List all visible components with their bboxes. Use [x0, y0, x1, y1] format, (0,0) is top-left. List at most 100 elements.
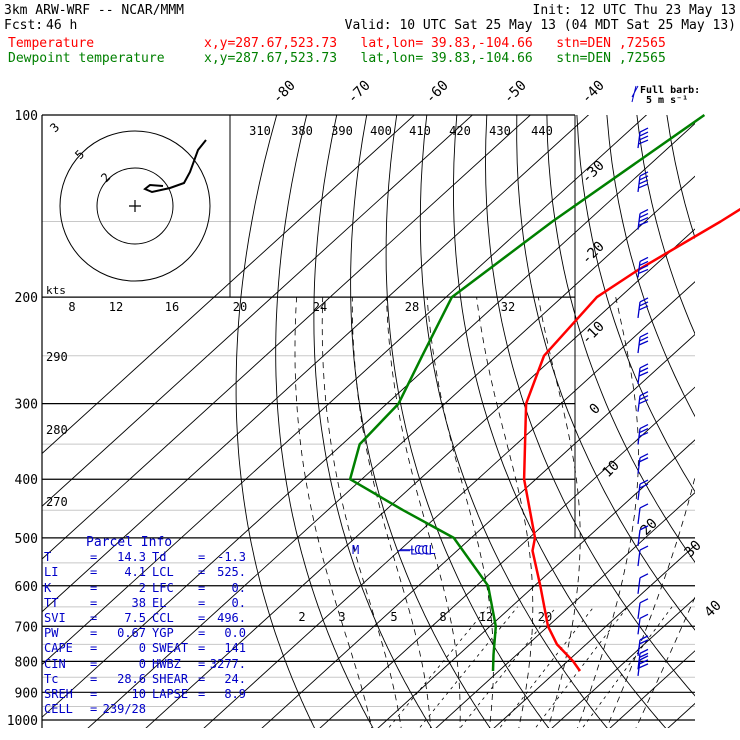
wind-key-units: 5 m s⁻¹	[646, 95, 688, 106]
wind-barb-icon	[637, 598, 649, 619]
param-name: Tc	[44, 671, 59, 686]
theta-label: 440	[531, 124, 553, 138]
param-name: LAPSE	[152, 686, 189, 701]
isotherm	[42, 115, 648, 666]
equals-sign: =	[198, 580, 206, 595]
mixing-ratio-line	[534, 606, 628, 728]
isotherm-label: -40	[579, 78, 608, 107]
wind-barb-icon	[637, 423, 649, 445]
equals-sign: =	[198, 610, 206, 625]
parcel-info-row: SREH = 10 LAPSE = 8.9	[44, 686, 246, 702]
isotherm	[145, 228, 695, 728]
valid-time: Valid: 10 UTC Sat 25 May 13 (04 MDT Sat …	[344, 18, 736, 33]
param-value: 0.0	[224, 626, 246, 641]
dewpoint-profile	[348, 113, 706, 672]
equals-sign: =	[90, 686, 98, 701]
mixing-ratio-label: 2	[298, 610, 305, 624]
temperature-legend: Temperature	[8, 36, 95, 51]
theta-label: 420	[449, 124, 471, 138]
speed-scale-label: 16	[165, 300, 179, 314]
param-value: 0	[138, 641, 146, 656]
mixing-ratio-line	[499, 606, 595, 728]
equals-sign: =	[198, 656, 206, 671]
moist-adiabat	[606, 475, 695, 728]
equals-sign: =	[198, 595, 206, 610]
param-value: 38	[131, 595, 146, 610]
wind-barb-icon	[637, 648, 649, 670]
isotherm	[435, 492, 695, 728]
equals-sign: =	[198, 686, 206, 701]
isotherm-label: -60	[423, 78, 452, 107]
speed-scale-label: 32	[501, 300, 515, 314]
wind-barb-icon	[637, 635, 649, 656]
dry-adiabat	[666, 115, 695, 240]
mixing-ratio-label: 3	[338, 610, 345, 624]
isotherm-label: -80	[270, 78, 299, 107]
wind-barb-icon	[637, 453, 649, 474]
equals-sign: =	[90, 595, 98, 610]
isotherm	[551, 597, 695, 728]
moist-adiabat	[351, 297, 431, 728]
wind-key-label: Full barb:	[640, 85, 700, 96]
mixing-ratio-line	[388, 606, 489, 728]
dewpoint-location-info: x,y=287.67,523.73 lat,lon= 39.83,-104.66…	[204, 51, 666, 66]
dry-adiabat	[546, 115, 695, 563]
param-value: 0	[138, 656, 146, 671]
moist-adiabat	[577, 297, 639, 728]
pressure-label: 900	[15, 686, 38, 701]
parcel-info-panel: Parcel Info T = 14.3 Td = -1.3 LI = 4.1 LCL = 525. K…	[44, 535, 246, 717]
param-name: SVI	[44, 610, 66, 625]
wind-barb-icon	[637, 545, 649, 567]
speed-scale-label: 28	[405, 300, 419, 314]
equals-sign: =	[90, 626, 98, 641]
dry-adiabat	[516, 115, 695, 631]
adiabat-label: 280	[46, 423, 68, 437]
isotherm	[493, 544, 695, 728]
mixing-ratio-label: 5	[390, 610, 397, 624]
param-value: 7.5	[124, 610, 146, 625]
dry-adiabat	[693, 87, 740, 733]
isotherm	[377, 439, 695, 728]
param-value: 0.	[231, 580, 246, 595]
dry-adiabat	[235, 115, 316, 728]
pressure-label: 300	[15, 398, 38, 413]
theta-label: 390	[331, 124, 353, 138]
adiabat-label: 290	[46, 350, 68, 364]
dry-adiabat	[350, 115, 491, 728]
mixing-ratio-line	[418, 606, 518, 728]
moist-adiabat	[294, 297, 373, 728]
isotherm-label: -20	[579, 239, 608, 268]
parcel-info-row: CELL = 239/28	[44, 702, 230, 717]
ccl-label: CCL	[414, 543, 436, 557]
equals-sign: =	[198, 626, 206, 641]
temperature-profile	[522, 207, 740, 672]
isotherm	[319, 386, 695, 728]
dry-adiabat	[453, 115, 667, 728]
moist-adiabat	[476, 297, 534, 728]
m-label: M	[352, 543, 359, 557]
param-name: HWBZ	[152, 656, 181, 671]
hodograph-ring	[96, 167, 174, 245]
mixing-ratio-line	[581, 606, 673, 728]
isotherm-label: 10	[600, 458, 623, 481]
pressure-label: 100	[15, 109, 38, 124]
speed-scale-label: 12	[109, 300, 123, 314]
dry-adiabat	[275, 115, 374, 728]
param-value: -1.3	[217, 550, 246, 565]
param-value: 14.3	[117, 550, 146, 565]
param-name: CELL	[44, 702, 73, 717]
param-name: YGP	[152, 626, 174, 641]
forecast-label: Fcst:	[4, 18, 44, 33]
adiabat-label: 270	[46, 495, 68, 509]
param-value: 0.	[231, 595, 246, 610]
theta-label: 400	[370, 124, 392, 138]
wind-barb-icon	[637, 391, 649, 412]
param-name: K	[44, 580, 52, 595]
dry-adiabat	[722, 87, 740, 733]
param-value: 4.1	[124, 565, 146, 580]
pressure-label: 700	[15, 620, 38, 635]
wind-barb-icon	[637, 332, 649, 354]
theta-label: 310	[249, 124, 271, 138]
init-time: Init: 12 UTC Thu 23 May 13	[532, 3, 737, 18]
